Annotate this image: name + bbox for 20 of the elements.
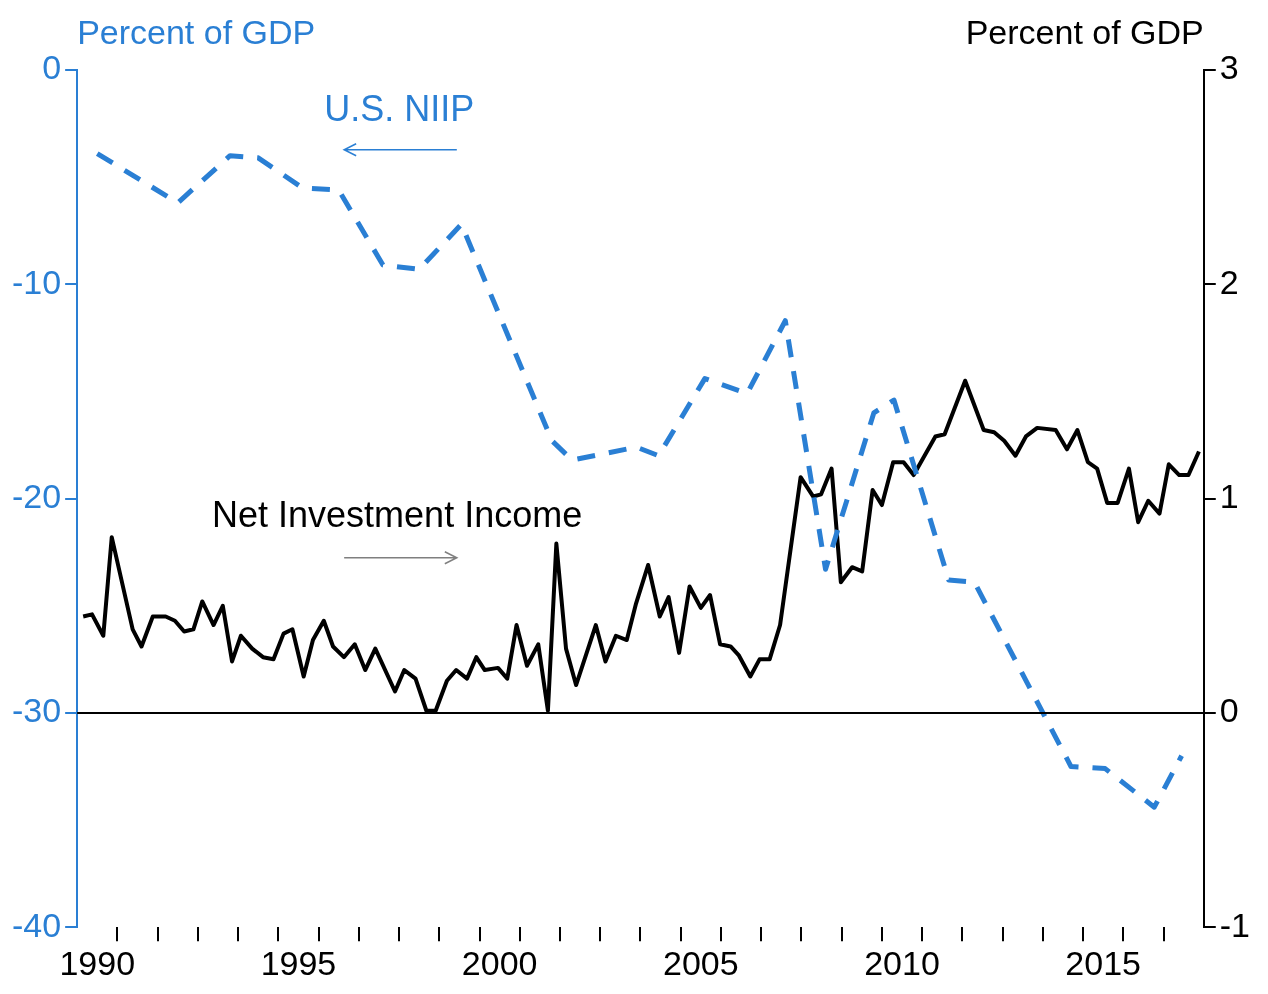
y-axis-title: Percent of GDP <box>77 13 316 52</box>
y-tick-label: -30 <box>12 691 62 730</box>
y2-tick-label: -1 <box>1219 905 1250 944</box>
series-label: U.S. NIIP <box>324 88 475 130</box>
x-tick-label: 2005 <box>662 943 739 982</box>
series-label: Net Investment Income <box>212 494 583 536</box>
x-tick-label: 2010 <box>864 943 940 982</box>
x-tick-label: 2000 <box>461 943 538 982</box>
y2-tick-label: 1 <box>1219 476 1239 515</box>
y-tick-label: -40 <box>12 905 62 944</box>
y-tick-label: -20 <box>12 476 62 515</box>
y2-tick-label: 2 <box>1219 262 1239 301</box>
y2-tick-label: 0 <box>1219 691 1239 730</box>
x-tick-label: 1995 <box>260 943 337 982</box>
y2-tick-label: 3 <box>1219 48 1239 87</box>
x-tick-label: 2015 <box>1065 943 1141 982</box>
x-tick-label: 1990 <box>59 943 136 982</box>
y-tick-label: -10 <box>12 262 62 301</box>
y2-axis-title: Percent of GDP <box>965 13 1204 52</box>
y-tick-label: 0 <box>42 48 62 87</box>
